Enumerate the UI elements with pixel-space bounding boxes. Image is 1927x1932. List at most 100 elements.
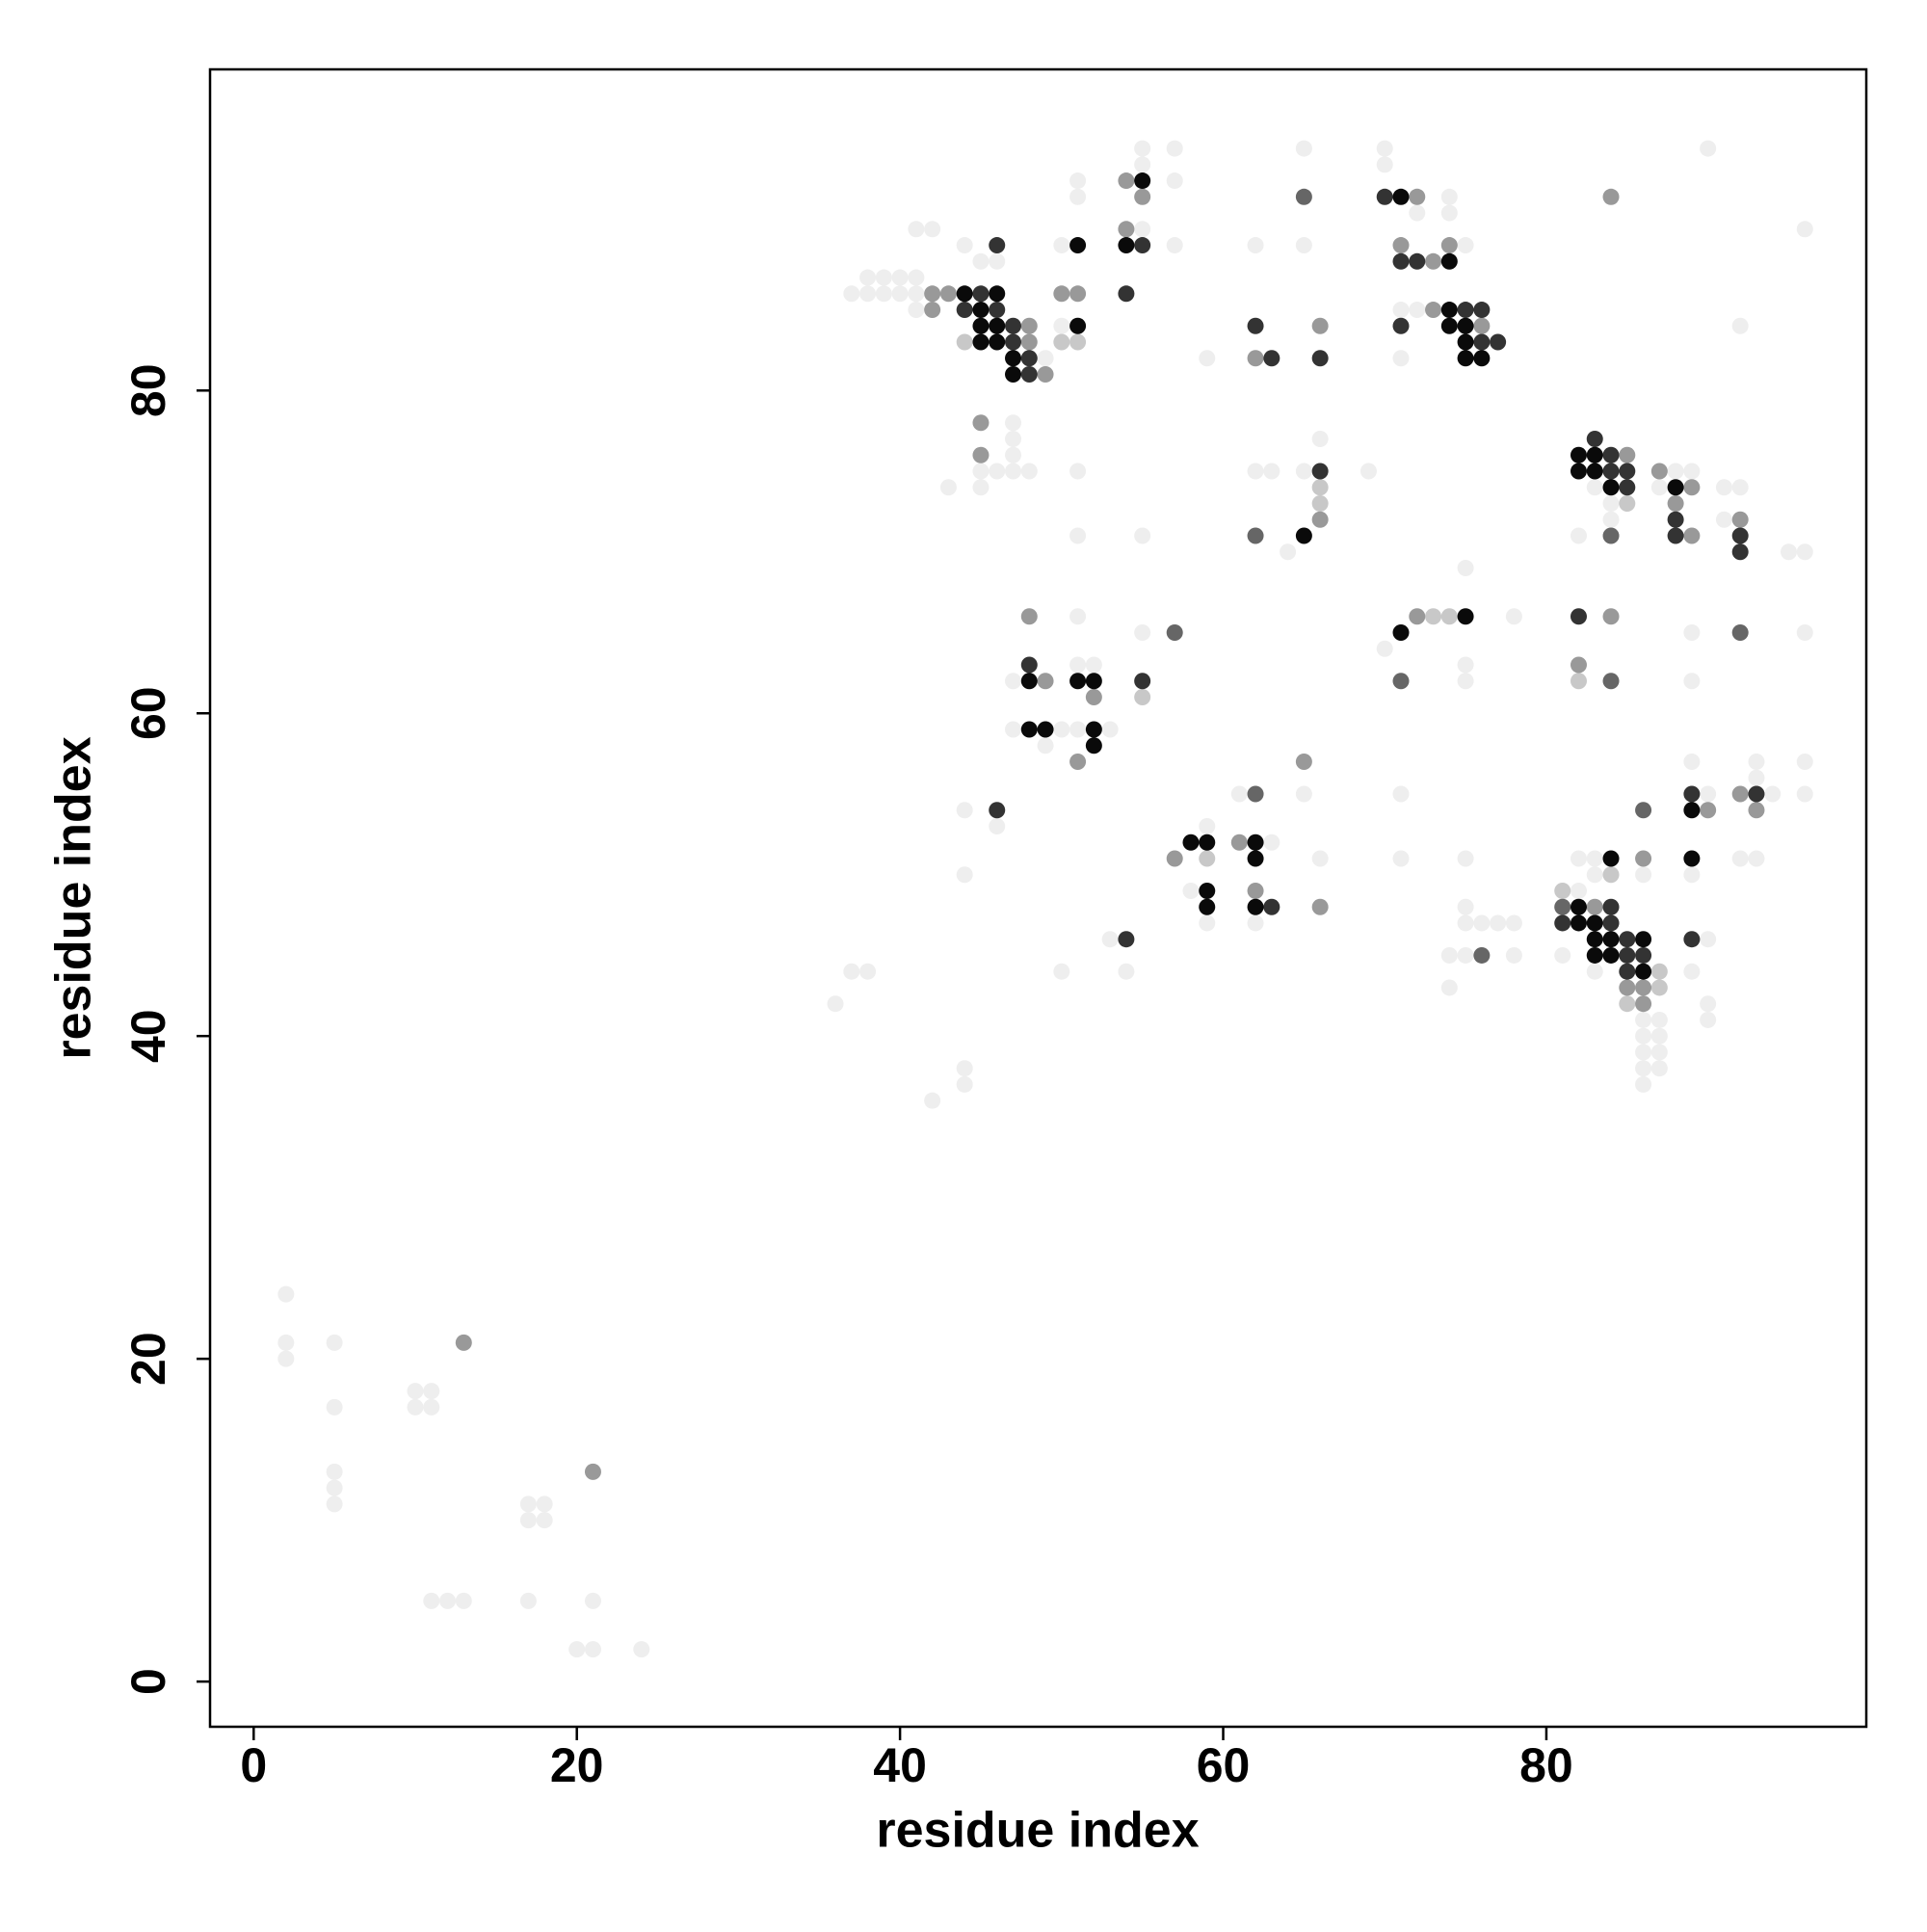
x-axis-title: residue index (876, 1803, 1199, 1859)
contact-point (1602, 479, 1620, 496)
contact-point (1263, 463, 1280, 480)
contact-point (1376, 640, 1393, 657)
contact-point (1650, 1011, 1668, 1028)
contact-point (439, 1592, 457, 1609)
contact-point (1602, 608, 1620, 625)
contact-point (972, 285, 990, 303)
contact-point (1570, 850, 1587, 867)
contact-point (972, 317, 990, 334)
contact-point (1650, 963, 1668, 980)
contact-point (1392, 350, 1410, 367)
contact-point (1247, 317, 1264, 334)
contact-point (1570, 673, 1587, 690)
contact-point (1667, 495, 1684, 513)
contact-point (1392, 623, 1410, 641)
contact-point (1602, 463, 1620, 480)
contact-point (1311, 479, 1329, 496)
contact-point (1602, 446, 1620, 463)
contact-point (1700, 995, 1717, 1013)
contact-point (1586, 931, 1603, 948)
contact-point (1425, 252, 1442, 270)
contact-point (1473, 350, 1491, 367)
contact-point (1166, 172, 1183, 190)
contact-point (519, 1592, 537, 1609)
contact-point (1005, 446, 1022, 463)
contact-point (1085, 656, 1102, 674)
contact-point (956, 333, 973, 351)
contact-point (956, 237, 973, 254)
contact-point (859, 285, 877, 303)
contact-point (1199, 834, 1216, 851)
contact-point (1295, 140, 1312, 157)
contact-point (1457, 317, 1474, 334)
contact-point (1586, 898, 1603, 915)
contact-point (1053, 285, 1070, 303)
contact-point (1020, 673, 1038, 690)
contact-point (924, 221, 941, 238)
contact-point (1005, 673, 1022, 690)
contact-point (1311, 431, 1329, 448)
contact-point (633, 1641, 650, 1658)
contact-point (1199, 350, 1216, 367)
contact-point (1020, 608, 1038, 625)
contact-point (939, 479, 957, 496)
contact-point (972, 252, 990, 270)
y-axis-title: residue index (46, 736, 102, 1059)
contact-point (1457, 656, 1474, 674)
contact-point (1570, 527, 1587, 544)
contact-point (519, 1495, 537, 1513)
contact-point (1505, 608, 1522, 625)
contact-point (326, 1398, 343, 1416)
contact-point (1392, 317, 1410, 334)
contact-point (989, 302, 1006, 319)
contact-point (1715, 511, 1732, 528)
contact-point (326, 1334, 343, 1351)
contact-point (1134, 188, 1151, 205)
contact-point (1683, 850, 1701, 867)
contact-point (1053, 237, 1070, 254)
contact-point (1635, 802, 1652, 819)
contact-point (1263, 898, 1280, 915)
contact-point (1134, 221, 1151, 238)
contact-point (1005, 350, 1022, 367)
contact-point (1037, 673, 1054, 690)
contact-point (1619, 495, 1636, 513)
contact-point (1781, 543, 1798, 561)
contact-point (908, 285, 925, 303)
contact-point (1409, 188, 1426, 205)
contact-point (939, 285, 957, 303)
contact-point (407, 1383, 424, 1400)
contact-point (1683, 931, 1701, 948)
contact-point (908, 269, 925, 286)
contact-point (1602, 866, 1620, 884)
contact-point (1053, 721, 1070, 738)
contact-point (1490, 333, 1507, 351)
contact-point (843, 963, 860, 980)
contact-point (1053, 317, 1070, 334)
contact-point (1311, 511, 1329, 528)
contact-point (1247, 527, 1264, 544)
contact-point (1683, 623, 1701, 641)
contact-point (1118, 931, 1135, 948)
contact-point (1650, 1060, 1668, 1077)
contact-point (956, 1075, 973, 1093)
contact-point (1101, 931, 1119, 948)
contact-point (423, 1592, 440, 1609)
contact-point (1650, 979, 1668, 996)
contact-point (989, 802, 1006, 819)
contact-point (972, 333, 990, 351)
contact-point (1020, 721, 1038, 738)
contact-point (1376, 140, 1393, 157)
contact-point (1295, 753, 1312, 770)
contact-point (1667, 511, 1684, 528)
contact-point (1700, 931, 1717, 948)
contact-point (1166, 237, 1183, 254)
contact-point (859, 269, 877, 286)
contact-point (1457, 302, 1474, 319)
contact-point (1182, 882, 1200, 899)
contact-point (1118, 285, 1135, 303)
contact-point (1005, 317, 1022, 334)
contact-point (989, 333, 1006, 351)
contact-point (1619, 479, 1636, 496)
contact-point (1796, 623, 1813, 641)
